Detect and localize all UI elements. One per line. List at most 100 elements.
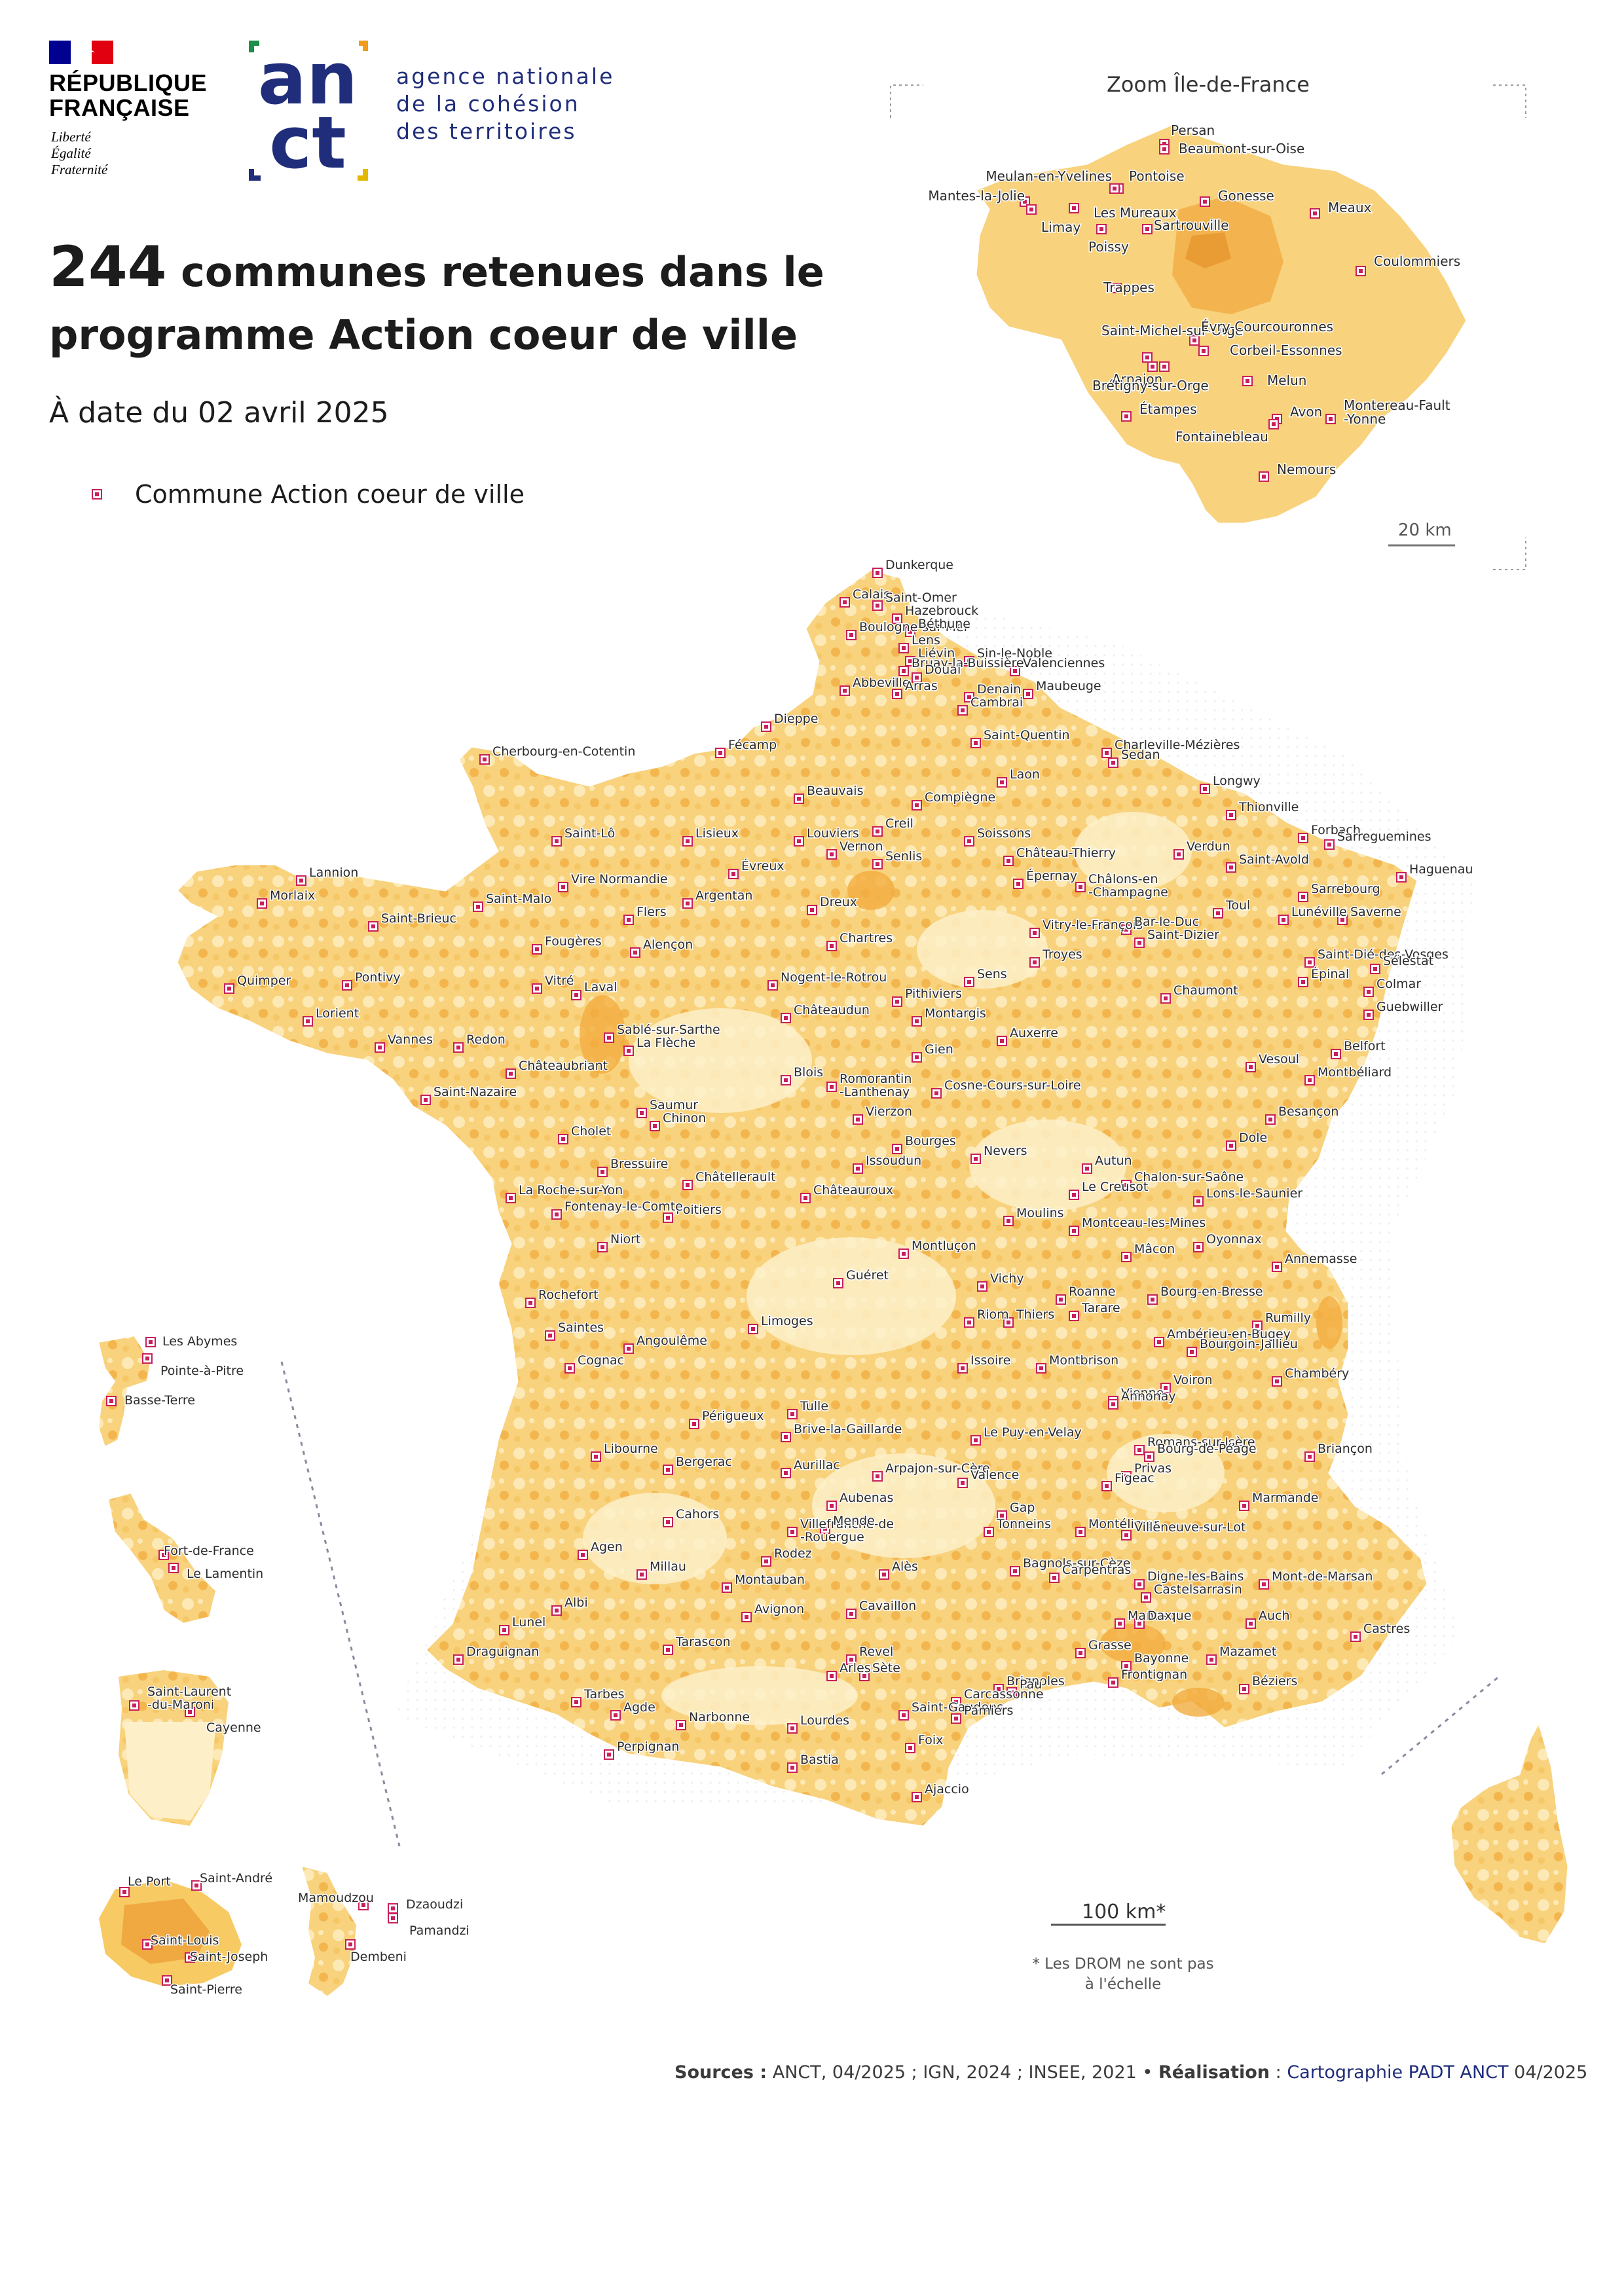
commune-marker [1003, 1317, 1014, 1328]
commune-marker-dot [1275, 1265, 1279, 1269]
commune-marker-dot [607, 1036, 611, 1040]
commune-marker-dot [1399, 875, 1403, 879]
commune-marker [1142, 352, 1153, 363]
commune-marker [872, 826, 883, 837]
commune-label: Épernay [1026, 868, 1077, 883]
commune-label: Saint-Louis [151, 1933, 219, 1948]
commune-marker [1242, 376, 1253, 386]
commune-label: Vesoul [1259, 1052, 1299, 1066]
commune-marker-dot [771, 983, 775, 987]
commune-marker-dot [803, 1196, 807, 1200]
commune-label: Pamandzi [409, 1923, 470, 1938]
commune-marker-dot [1359, 269, 1363, 273]
commune-label: Laval [584, 980, 617, 994]
commune-marker [1134, 1445, 1145, 1455]
commune-marker [1370, 964, 1380, 974]
commune-label: Avon [1290, 404, 1322, 420]
commune-label: Mantes-la-Jolie [928, 188, 1025, 204]
commune-marker [892, 613, 902, 624]
commune-label: Foix [918, 1733, 943, 1747]
commune-marker-dot [1164, 1386, 1168, 1390]
commune-marker-dot [1118, 1622, 1122, 1626]
commune-marker [1331, 1049, 1341, 1059]
commune-label: Saverne [1350, 905, 1401, 919]
commune-label: Poissy [1088, 239, 1129, 255]
commune-marker-dot [555, 1212, 559, 1216]
commune-marker-dot [843, 689, 847, 693]
commune-label: Chaumont [1173, 983, 1238, 998]
zoom-frame [890, 84, 1526, 570]
commune-marker [106, 1396, 117, 1406]
commune-marker [787, 1762, 798, 1773]
commune-marker [630, 947, 640, 958]
commune-marker-dot [784, 1471, 788, 1475]
commune-marker-dot [1072, 1229, 1076, 1233]
commune-label: Lens [912, 633, 940, 647]
commune-marker-dot [535, 947, 539, 951]
commune-marker-dot [849, 1658, 853, 1662]
republique-francaise-label: RÉPUBLIQUE FRANÇAISE [49, 69, 208, 121]
commune-marker [1108, 757, 1118, 768]
commune-marker-dot [961, 1366, 965, 1370]
commune-marker [840, 685, 850, 696]
commune-marker [358, 1900, 369, 1910]
commune-label: Cholet [571, 1124, 611, 1139]
commune-label: Romorantin -Lanthenay [840, 1072, 912, 1099]
commune-marker-dot [967, 695, 971, 699]
commune-marker [142, 1353, 153, 1364]
commune-marker [545, 1330, 555, 1341]
commune-marker-dot [1099, 227, 1103, 231]
commune-marker-dot [1272, 422, 1276, 426]
commune-marker [853, 1114, 863, 1125]
commune-label: Montereau-Fault -Yonne [1344, 397, 1450, 427]
commune-marker-dot [1301, 836, 1305, 840]
commune-marker-dot [535, 987, 539, 991]
commune-marker [800, 1193, 811, 1203]
commune-marker [846, 630, 857, 640]
commune-marker-dot [876, 1474, 879, 1478]
commune-marker-dot [1006, 1321, 1010, 1324]
commune-marker-dot [640, 1573, 644, 1576]
commune-label: Sedan [1121, 748, 1160, 762]
commune-marker-dot [607, 1753, 611, 1757]
commune-marker-dot [1026, 692, 1030, 696]
commune-label: Romans-sur-Isère [1147, 1435, 1255, 1449]
commune-marker [1304, 1451, 1315, 1462]
commune-marker [997, 1036, 1007, 1046]
commune-label: Angoulême [637, 1334, 707, 1348]
commune-marker [892, 1144, 902, 1154]
commune-label: Montbrison [1049, 1353, 1118, 1368]
commune-label: Douai [925, 663, 961, 677]
commune-label: Fécamp [728, 738, 777, 752]
commune-marker-dot [830, 852, 834, 856]
commune-label: Dax [1147, 1609, 1172, 1623]
commune-marker [787, 1527, 798, 1537]
commune-label: Agen [591, 1540, 623, 1554]
commune-marker [892, 996, 902, 1007]
commune-marker-dot [849, 1612, 853, 1616]
commune-label: Le Port [128, 1874, 171, 1889]
commune-marker-dot [1072, 206, 1076, 210]
commune-label: Boulogne-sur-Mer [859, 620, 969, 634]
commune-label: Annonay [1121, 1389, 1176, 1404]
commune-marker-dot [1190, 1350, 1194, 1354]
commune-label: Tonneins [996, 1517, 1051, 1531]
credit-date: 04/2025 [1514, 2062, 1588, 2083]
commune-label: Saumur [650, 1098, 698, 1112]
commune-marker [1109, 183, 1120, 194]
commune-label: Le Creusot [1082, 1180, 1148, 1194]
commune-marker [1298, 892, 1308, 902]
commune-marker-dot [574, 1700, 578, 1704]
commune-marker-dot [1196, 1245, 1200, 1249]
commune-label: Arras [905, 679, 938, 693]
paris-shape [1185, 232, 1231, 268]
commune-label: Montargis [925, 1006, 986, 1021]
commune-marker [158, 1550, 169, 1560]
commune-label: Pontivy [355, 970, 401, 985]
commune-label: Compiègne [925, 790, 995, 805]
commune-marker [610, 1710, 621, 1721]
commune-marker-dot [915, 1795, 919, 1799]
commune-marker-dot [843, 600, 847, 604]
commune-label: Flers [637, 905, 667, 919]
commune-marker [1096, 224, 1107, 234]
